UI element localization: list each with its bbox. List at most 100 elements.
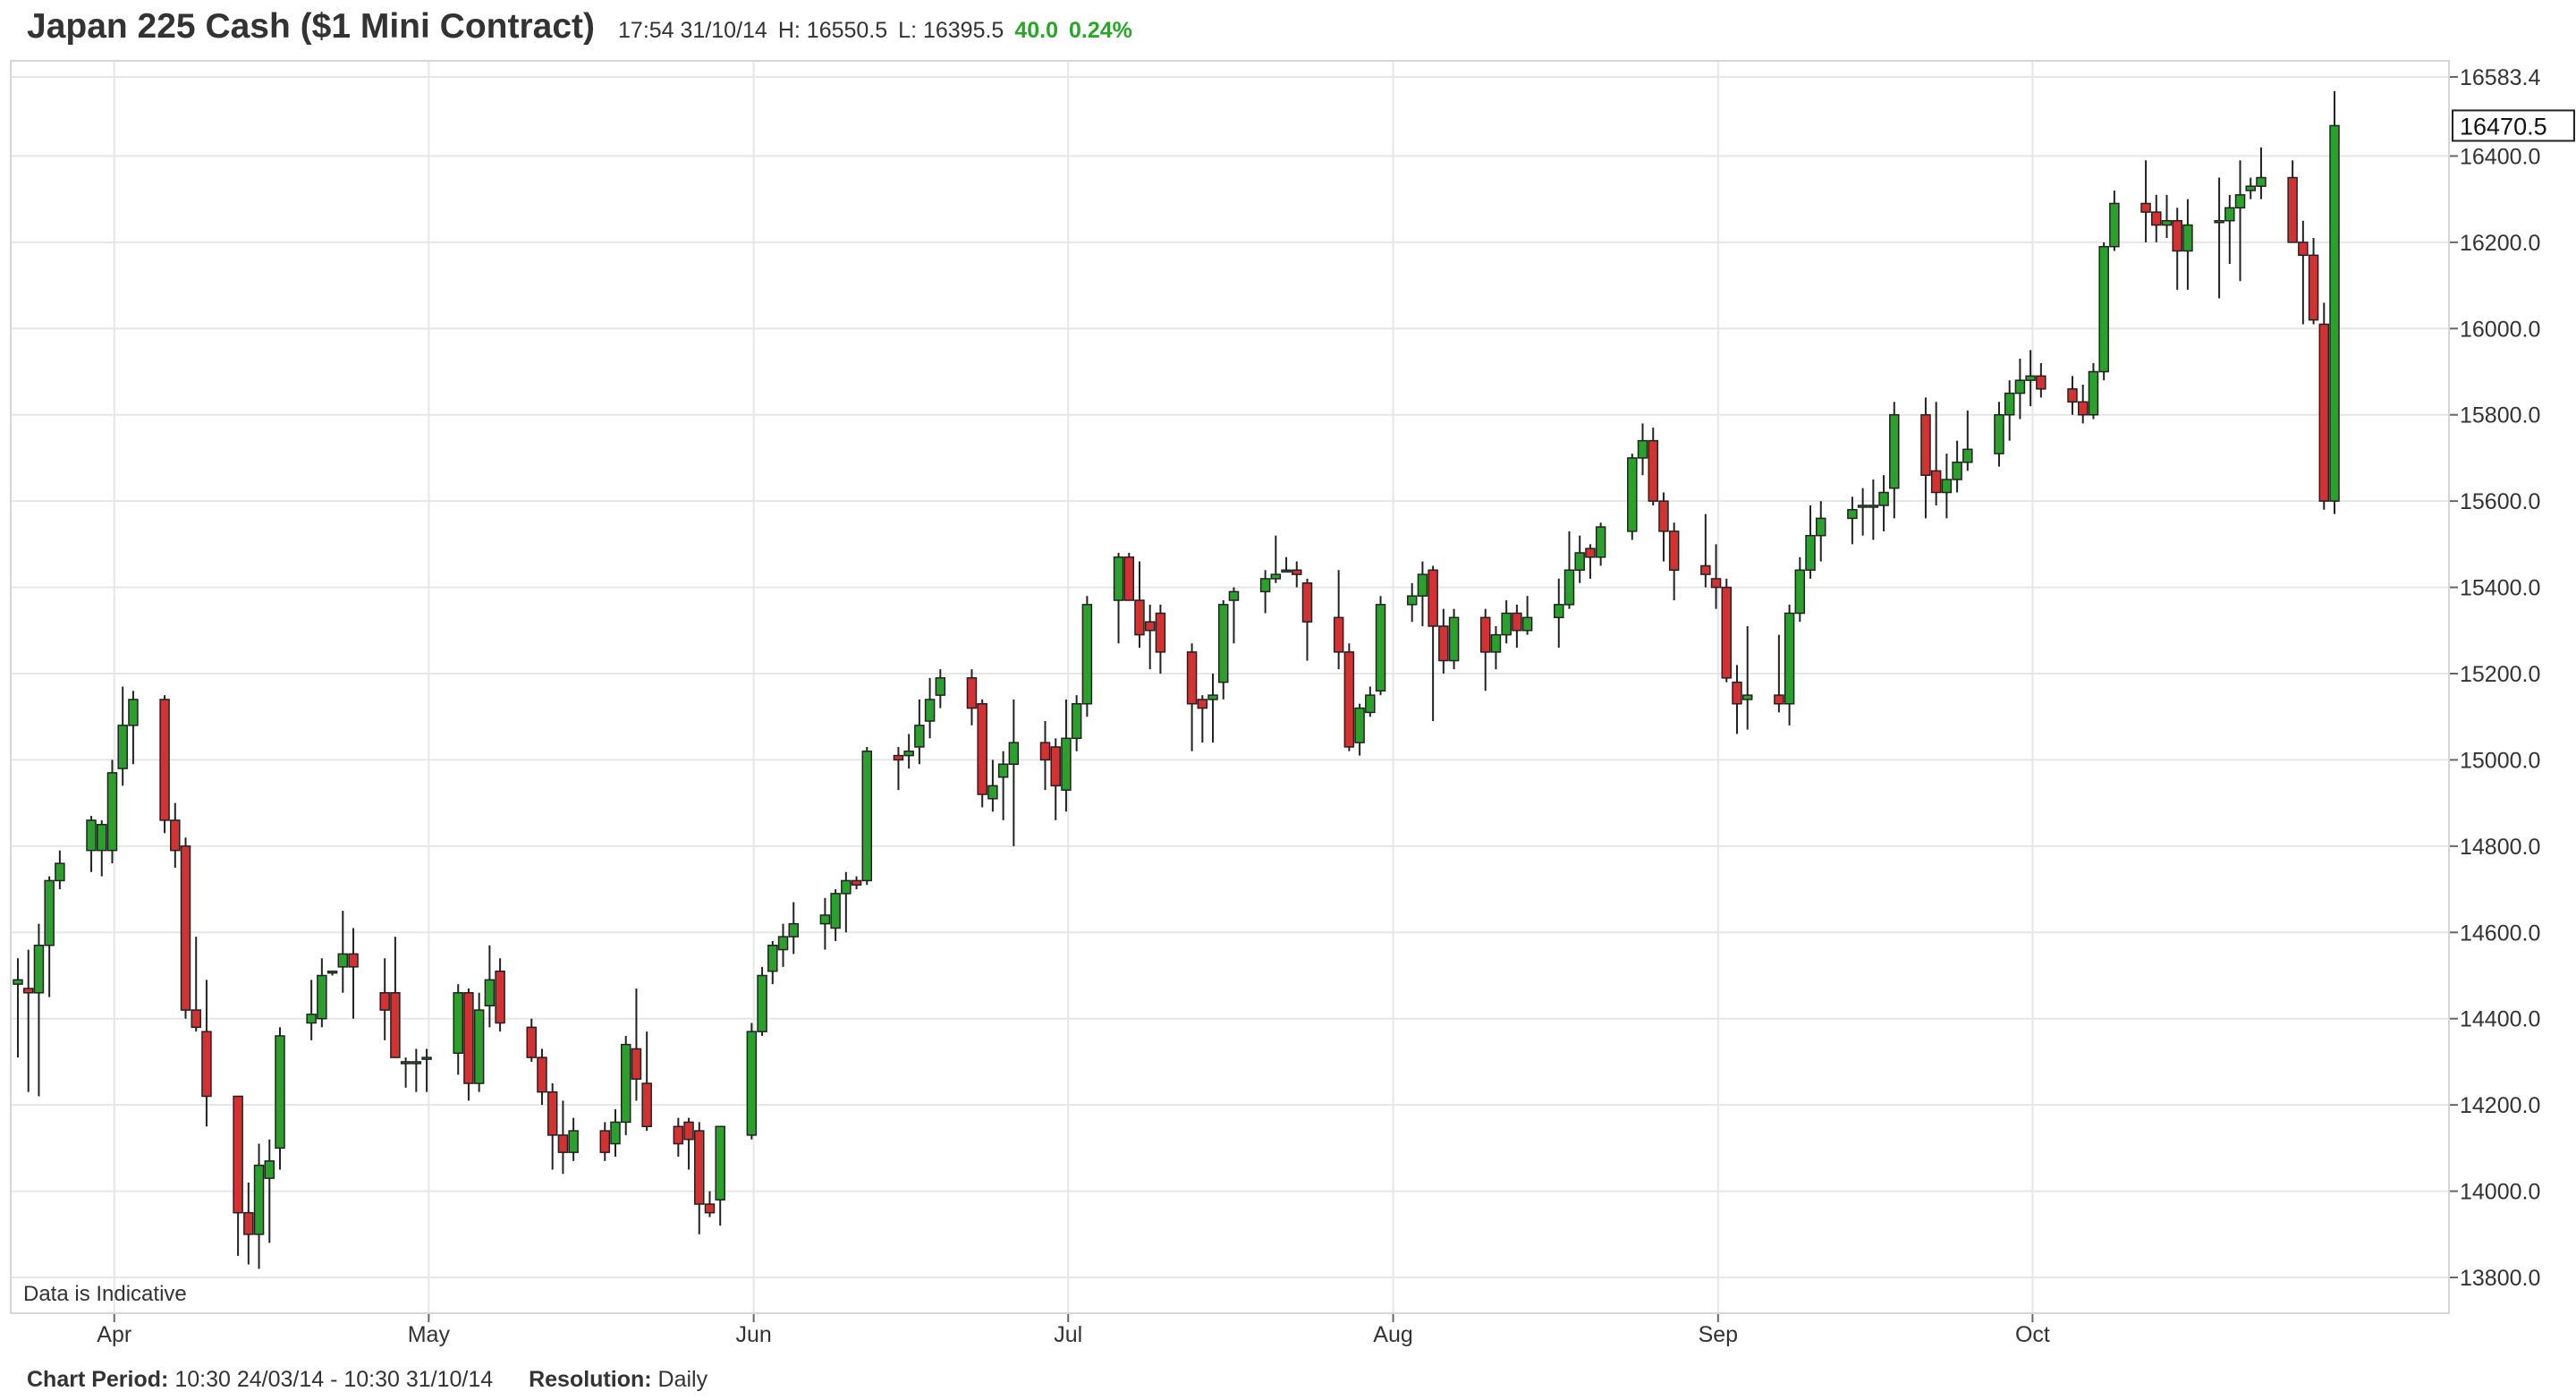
candle-body [1574,552,1585,572]
candle-body [1479,616,1491,653]
candle [2161,194,2173,239]
candle [495,958,505,1032]
candle-body [914,725,925,748]
candle-body [631,1048,642,1080]
candle [400,1057,411,1088]
candle-body [2329,124,2340,502]
candle-body [1448,616,1460,662]
candle [1490,625,1502,670]
candle [1333,570,1344,670]
candle-body [253,1164,265,1235]
candle-body [1774,694,1784,705]
candle [463,988,474,1101]
candle-body [159,699,170,821]
candle [13,958,23,1058]
candle [337,911,349,993]
candle-body [1123,556,1135,601]
candle [1815,501,1826,562]
candle [819,897,831,950]
candle [1281,556,1292,573]
candle-body [191,1009,201,1029]
candle-body [1920,413,1931,476]
plot-background [11,61,2449,1313]
candle-body [2234,194,2246,209]
candle-body [463,992,474,1084]
candle-body [1292,569,1302,575]
candle-body [977,702,987,795]
candle [1197,695,1208,743]
candle [1648,428,1658,505]
candle-body [987,785,998,800]
candle-body [1417,573,1428,597]
candle-body [1113,556,1124,601]
last-price-label: 16470.5 [2460,113,2547,140]
chart-header: Japan 225 Cash ($1 Mini Contract) 17:54 … [27,7,1143,61]
candle [1428,565,1438,722]
candle-body [2004,392,2015,416]
candle [1113,552,1124,644]
candle-body [86,819,97,852]
candle-body [1134,599,1145,636]
candle-body [715,1125,725,1201]
candle-body [2161,219,2173,226]
candle-body [1962,448,1973,463]
candle [2234,160,2246,282]
candle [966,669,978,725]
candle [2329,90,2340,514]
candle-body [484,979,496,1006]
candle [1438,608,1449,674]
candle-body [610,1121,621,1145]
candle-body [2067,388,2078,403]
candle [411,1048,422,1092]
candle [1512,604,1522,649]
candle [841,871,852,933]
candle [2036,362,2046,398]
candle-body [1354,707,1365,743]
candle-body [2308,254,2319,321]
candle-body [1847,509,1858,520]
candle-body [1878,491,1889,506]
candle-body [841,879,852,895]
candle [631,988,642,1101]
candle [1501,600,1512,644]
candle [704,1191,716,1218]
candle [2077,384,2089,424]
candle [473,992,485,1092]
candle-body [1710,578,1722,589]
candle-body [170,819,181,852]
candle [1554,578,1564,649]
candle-body [1050,746,1061,787]
candle [746,1022,758,1140]
candle [2224,194,2235,264]
y-tick-label: 15200.0 [2460,662,2540,687]
candle-body [97,823,107,852]
y-tick-label: 15000.0 [2460,748,2540,773]
candle-body [1428,569,1438,627]
candle [22,949,34,1092]
candle [788,902,799,955]
candle-body [1501,612,1512,636]
candle [2067,376,2078,415]
indicative-note: Data is Indicative [23,1282,187,1306]
candle [1889,402,1900,519]
chart-period-value: 10:30 24/03/14 - 10:30 31/10/14 [174,1367,494,1392]
candle-body [317,974,327,1020]
candle-body [326,970,338,974]
candle [2214,177,2224,299]
candle-body [1637,439,1648,459]
y-tick-label: 13800.0 [2460,1266,2540,1291]
candle [117,686,128,786]
candle [1857,488,1868,536]
candle-body [830,893,841,929]
candle [159,695,170,834]
candle [1008,699,1020,846]
candle [1595,522,1606,566]
candle [379,958,390,1040]
candle-body [1208,694,1218,700]
x-tick-label: Jun [735,1322,771,1347]
candle-body [1333,616,1344,653]
candle [1144,604,1156,670]
candle-body [1941,479,1953,494]
candle-body [1658,500,1669,532]
candle-body [777,936,789,951]
